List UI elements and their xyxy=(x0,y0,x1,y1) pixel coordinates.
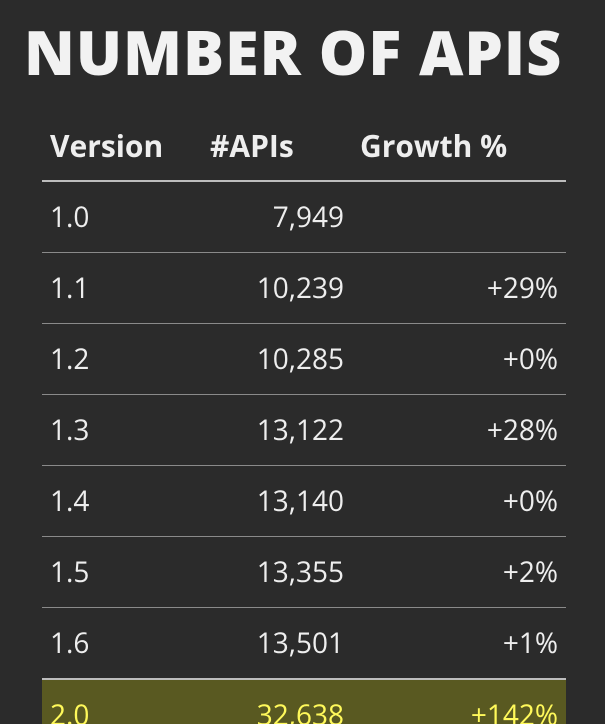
table-row: 1.413,140+0% xyxy=(42,466,566,537)
cell-growth: +0% xyxy=(352,324,566,395)
cell-growth: +2% xyxy=(352,537,566,608)
cell-growth: +29% xyxy=(352,253,566,324)
table-row: 1.613,501+1% xyxy=(42,608,566,680)
cell-version: 1.5 xyxy=(42,537,202,608)
col-header-apis: #APIs xyxy=(202,113,352,181)
cell-version: 1.4 xyxy=(42,466,202,537)
page-title: NUMBER OF APIS xyxy=(24,10,585,93)
cell-growth xyxy=(352,181,566,253)
cell-growth: +0% xyxy=(352,466,566,537)
cell-version: 1.2 xyxy=(42,324,202,395)
cell-apis: 13,355 xyxy=(202,537,352,608)
table-header-row: Version #APIs Growth % xyxy=(42,113,566,181)
table-row: 1.07,949 xyxy=(42,181,566,253)
table-row: 1.110,239+29% xyxy=(42,253,566,324)
cell-apis: 10,239 xyxy=(202,253,352,324)
cell-apis: 7,949 xyxy=(202,181,352,253)
cell-apis: 10,285 xyxy=(202,324,352,395)
cell-version: 1.6 xyxy=(42,608,202,680)
cell-growth: +1% xyxy=(352,608,566,680)
api-table: Version #APIs Growth % 1.07,9491.110,239… xyxy=(42,113,566,724)
cell-apis: 13,501 xyxy=(202,608,352,680)
col-header-growth: Growth % xyxy=(352,113,566,181)
cell-version: 1.1 xyxy=(42,253,202,324)
cell-growth: +142% xyxy=(352,679,566,724)
cell-version: 2.0 xyxy=(42,679,202,724)
table-row: 1.513,355+2% xyxy=(42,537,566,608)
cell-version: 1.3 xyxy=(42,395,202,466)
cell-apis: 13,140 xyxy=(202,466,352,537)
col-header-version: Version xyxy=(42,113,202,181)
table-row: 2.032,638+142% xyxy=(42,679,566,724)
cell-apis: 13,122 xyxy=(202,395,352,466)
page: NUMBER OF APIS Version #APIs Growth % 1.… xyxy=(0,0,605,724)
cell-version: 1.0 xyxy=(42,181,202,253)
table-row: 1.210,285+0% xyxy=(42,324,566,395)
cell-growth: +28% xyxy=(352,395,566,466)
table-row: 1.313,122+28% xyxy=(42,395,566,466)
cell-apis: 32,638 xyxy=(202,679,352,724)
